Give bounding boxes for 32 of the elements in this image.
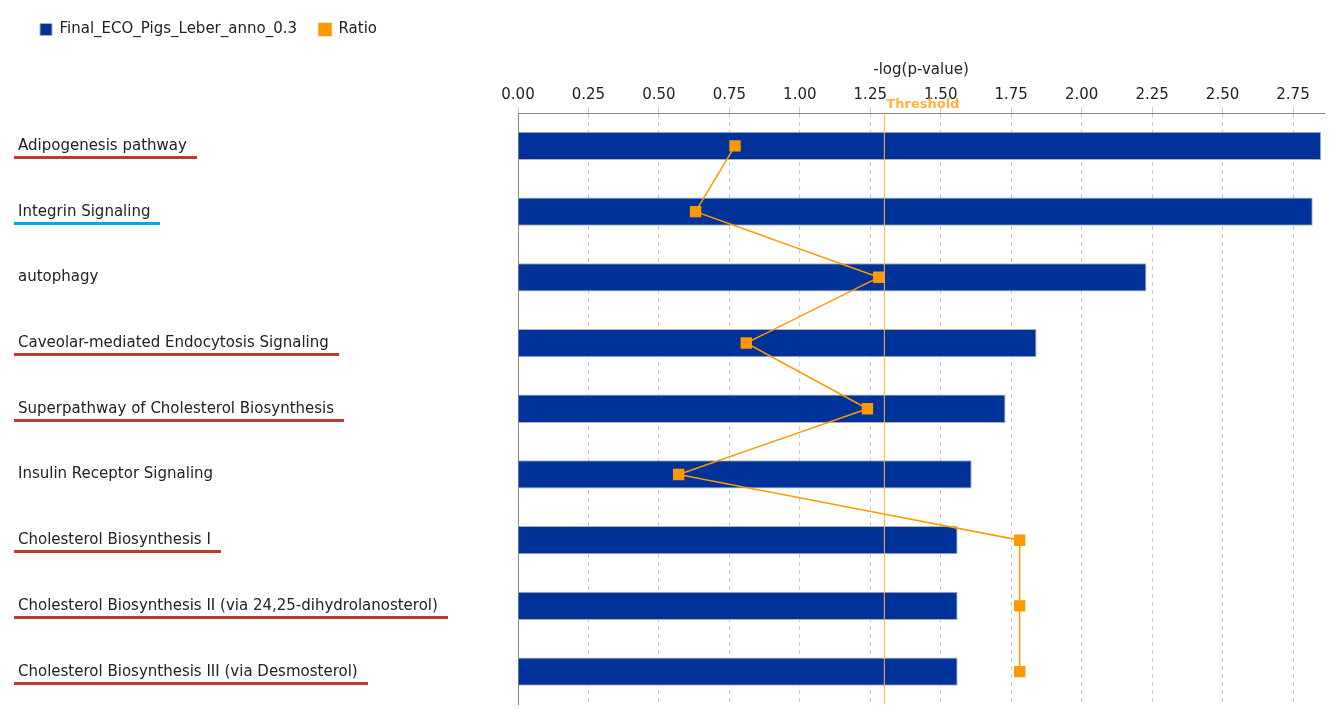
legend-label: Final_ECO_Pigs_Leber_anno_0.3: [59, 19, 298, 39]
y-tick-label: Adipogenesis pathway: [14, 134, 197, 159]
y-tick-label: Cholesterol Biosynthesis II (via 24,25-dihydrolanosterol): [14, 594, 448, 619]
x-tick-label: 1.00: [783, 84, 817, 103]
x-tick-label: 0.75: [712, 84, 747, 103]
y-tick-label: Caveolar-mediated Endocytosis Signaling: [14, 332, 339, 357]
point: [689, 205, 702, 218]
x-axis-title: -log(p-value): [873, 59, 969, 78]
x-tick-label: 2.50: [1205, 84, 1240, 103]
x-tick-label: 0.00: [501, 84, 535, 103]
x-tick-label: 1.25: [853, 84, 887, 103]
point: [740, 337, 752, 349]
y-tick-label: autophagy: [17, 266, 100, 288]
x-tick-label: 1.75: [994, 84, 1028, 103]
x-tick-label: 2.25: [1135, 84, 1169, 103]
point: [1013, 534, 1026, 546]
y-tick-label: Integrin Signaling: [14, 200, 161, 225]
point: [672, 468, 685, 481]
y-tick-label: Superpathway of Cholesterol Biosynthesis: [14, 397, 345, 422]
point: [873, 271, 885, 284]
point: [1013, 665, 1026, 678]
y-tick-label: Cholesterol Biosynthesis III (via Desmosterol): [14, 660, 368, 685]
y-tick-label: Insulin Receptor Signaling: [17, 463, 215, 485]
x-tick-label: 2.75: [1276, 84, 1310, 103]
legend-label: Ratio: [338, 19, 378, 38]
point: [1013, 600, 1026, 612]
y-tick-label: Cholesterol Biosynthesis I: [14, 529, 221, 554]
point: [861, 403, 874, 415]
x-tick-label: 0.25: [571, 84, 606, 103]
x-tick-label: 2.00: [1064, 84, 1099, 103]
x-tick-label: 0.50: [642, 84, 676, 103]
point: [729, 140, 741, 152]
